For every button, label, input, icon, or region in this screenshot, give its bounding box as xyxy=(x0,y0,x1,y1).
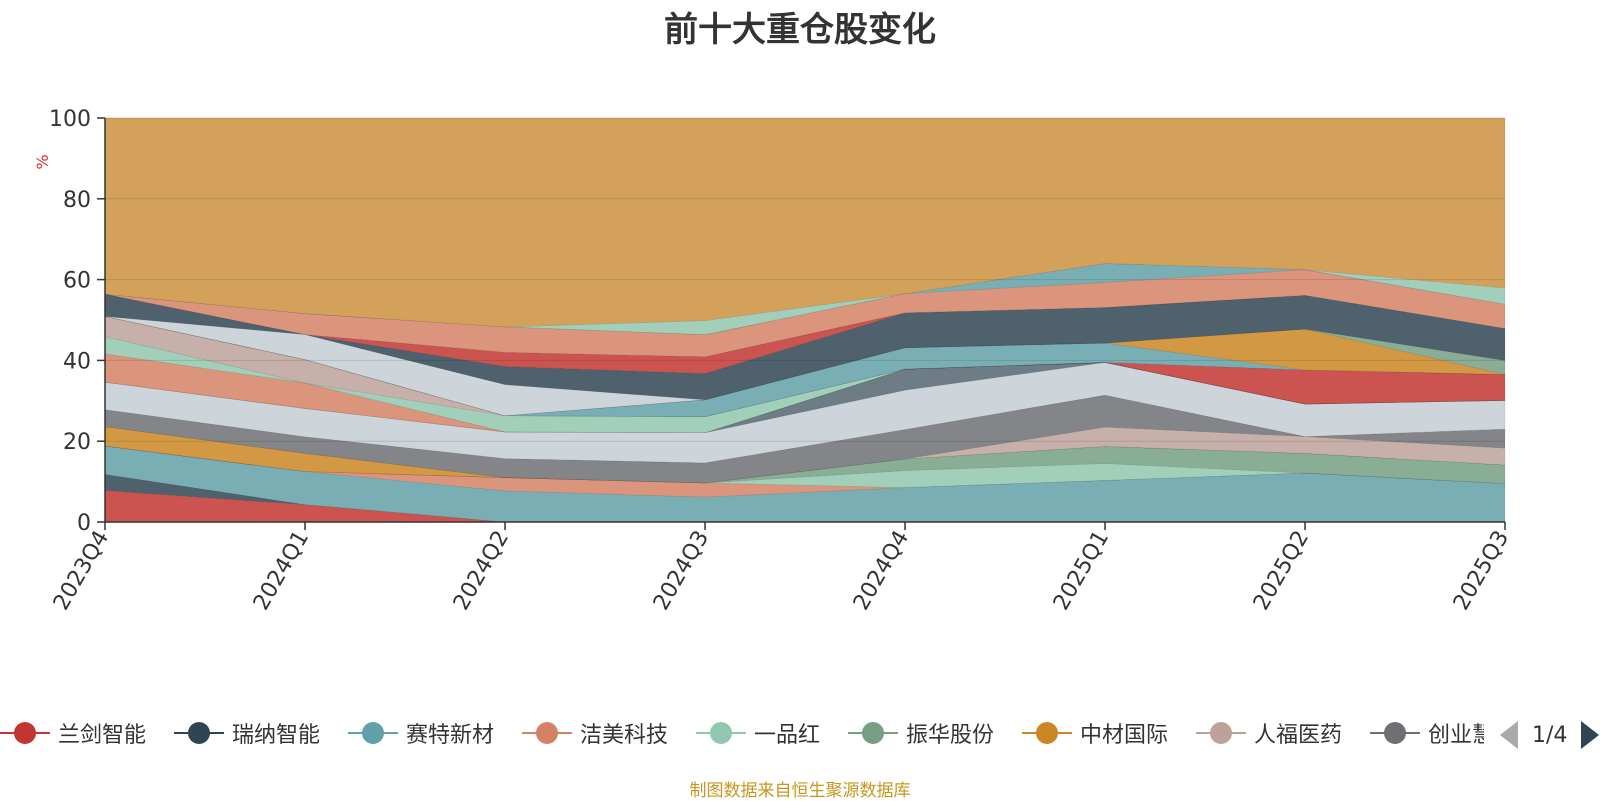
legend-label: 创业慧康 xyxy=(1428,723,1484,748)
x-tick-label-3: 2024Q3 xyxy=(649,527,714,615)
legend-item-9[interactable]: 创业慧康 xyxy=(1370,713,1484,753)
legend-pager: 1/4 xyxy=(1500,721,1600,749)
legend-item-6[interactable]: 振华股份 xyxy=(848,713,994,753)
legend-label: 赛特新材 xyxy=(406,723,495,748)
x-tick-label-7: 2025Q3 xyxy=(1449,527,1514,615)
legend-item-3[interactable]: 赛特新材 xyxy=(348,713,494,753)
area-series-14 xyxy=(104,336,1506,434)
legend-label: 振华股份 xyxy=(906,723,995,748)
grid-lines xyxy=(105,117,1505,442)
area-series-9 xyxy=(104,394,1506,484)
legend-marker-icon xyxy=(0,713,50,753)
legend-label: 中材国际 xyxy=(1080,723,1169,748)
y-tick-label-1: 20 xyxy=(63,430,91,455)
y-axis-label: % xyxy=(33,154,52,169)
legend-label: 瑞纳智能 xyxy=(232,723,321,748)
legend-marker-icon xyxy=(1022,713,1072,753)
x-tick-label-6: 2025Q2 xyxy=(1249,527,1314,615)
y-tick-label-3: 60 xyxy=(63,269,91,294)
legend-marker-icon xyxy=(1370,713,1420,753)
source-note: 制图数据来自恒生聚源数据库 xyxy=(689,781,911,801)
legend-item-4[interactable]: 洁美科技 xyxy=(522,713,668,753)
y-tick-label-4: 80 xyxy=(63,188,91,213)
area-series-21 xyxy=(104,293,1506,401)
prev-page-icon[interactable] xyxy=(1500,721,1518,749)
legend-label: 人福医药 xyxy=(1254,723,1343,748)
legend-item-2[interactable]: 瑞纳智能 xyxy=(174,713,320,753)
legend-label: 洁美科技 xyxy=(580,723,669,748)
legend-item-1[interactable]: 兰剑智能 xyxy=(0,713,146,753)
legend-item-8[interactable]: 人福医药 xyxy=(1196,713,1342,753)
legend-item-7[interactable]: 中材国际 xyxy=(1022,713,1168,753)
chart-title: 前十大重仓股变化 xyxy=(664,10,936,50)
legend-label: 一品红 xyxy=(754,723,821,748)
y-tick-label-5: 100 xyxy=(49,107,91,132)
legend-label: 兰剑智能 xyxy=(58,723,147,748)
y-tick-label-2: 40 xyxy=(63,349,91,374)
legend-marker-icon xyxy=(348,713,398,753)
area-series xyxy=(104,117,1506,523)
x-tick-label-2: 2024Q2 xyxy=(449,527,514,615)
legend-marker-icon xyxy=(522,713,572,753)
legend-marker-icon xyxy=(174,713,224,753)
legend: 兰剑智能 瑞纳智能 赛特新材 洁美科技 一品红 振华股份 中材国际 人福医药 创业慧康 1/4 xyxy=(0,713,1600,753)
x-tick-label-1: 2024Q1 xyxy=(249,527,314,615)
legend-marker-icon xyxy=(1196,713,1246,753)
legend-marker-icon xyxy=(696,713,746,753)
x-tick-label-0: 2023Q4 xyxy=(49,527,114,615)
next-page-icon[interactable] xyxy=(1581,721,1600,749)
y-tick-label-0: 0 xyxy=(77,511,91,536)
x-tick-label-4: 2024Q4 xyxy=(849,527,914,615)
area-series-26 xyxy=(104,117,1506,328)
area-series-15 xyxy=(104,315,1506,417)
legend-item-5[interactable]: 一品红 xyxy=(696,713,820,753)
x-tick-label-5: 2025Q1 xyxy=(1049,527,1114,615)
legend-page-indicator: 1/4 xyxy=(1532,722,1568,748)
legend-items: 兰剑智能 瑞纳智能 赛特新材 洁美科技 一品红 振华股份 中材国际 人福医药 创业慧康 xyxy=(0,713,1484,753)
legend-marker-icon xyxy=(848,713,898,753)
area-series-16 xyxy=(104,316,1506,417)
